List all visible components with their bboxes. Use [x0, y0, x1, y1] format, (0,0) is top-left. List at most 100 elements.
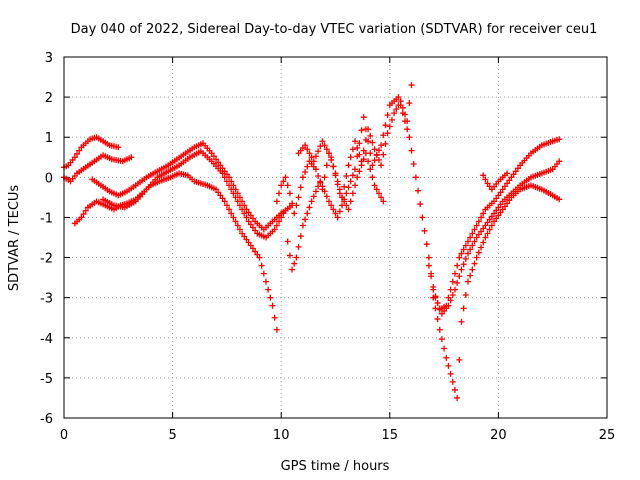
data-point — [245, 209, 252, 216]
y-tick-label: 0 — [45, 171, 53, 186]
data-point — [319, 183, 326, 190]
series-track-l — [480, 170, 511, 193]
series-track-b — [61, 152, 135, 185]
data-point — [430, 283, 437, 290]
data-point — [495, 212, 502, 219]
data-point — [299, 222, 306, 229]
data-point — [499, 206, 506, 213]
data-point — [247, 212, 254, 219]
data-point — [434, 316, 441, 323]
data-point — [325, 150, 332, 157]
data-point — [493, 207, 500, 214]
data-point — [384, 130, 391, 137]
data-point — [249, 224, 256, 231]
data-point — [499, 186, 506, 193]
data-point — [308, 198, 315, 205]
data-point — [365, 158, 372, 165]
data-point — [328, 154, 335, 161]
data-point — [471, 226, 478, 233]
data-point — [356, 140, 363, 147]
data-point — [302, 168, 309, 175]
data-point — [456, 356, 463, 363]
data-point — [460, 261, 467, 268]
data-point — [384, 112, 391, 119]
data-point — [415, 187, 422, 194]
data-point — [258, 262, 265, 269]
data-point — [469, 242, 476, 249]
data-point — [347, 198, 354, 205]
data-point — [478, 214, 485, 221]
data-point — [217, 162, 224, 169]
data-point — [319, 138, 326, 145]
x-tick-label: 10 — [273, 428, 290, 443]
data-point — [397, 102, 404, 109]
data-point — [289, 200, 296, 207]
data-point — [369, 174, 376, 181]
data-point — [284, 238, 291, 245]
x-axis-label: GPS time / hours — [281, 459, 390, 474]
data-point — [239, 230, 246, 237]
data-point — [488, 213, 495, 220]
data-point — [245, 218, 252, 225]
data-point — [451, 286, 458, 293]
data-point — [243, 236, 250, 243]
data-point — [497, 201, 504, 208]
data-point — [352, 182, 359, 189]
data-point — [247, 221, 254, 228]
data-point — [367, 166, 374, 173]
data-point — [282, 174, 289, 181]
data-point — [497, 209, 504, 216]
data-point — [278, 214, 285, 221]
data-point — [460, 305, 467, 312]
data-point — [330, 206, 337, 213]
data-point — [495, 192, 502, 199]
data-point — [323, 193, 330, 200]
series-track-a — [61, 134, 122, 171]
data-point — [408, 147, 415, 154]
data-point — [417, 201, 424, 208]
data-point — [226, 182, 233, 189]
data-point — [447, 297, 454, 304]
data-point — [345, 184, 352, 191]
data-point — [289, 266, 296, 273]
data-point — [323, 162, 330, 169]
data-point — [464, 250, 471, 257]
data-point — [399, 110, 406, 117]
data-point — [475, 218, 482, 225]
data-point — [223, 171, 230, 178]
data-point — [371, 157, 378, 164]
data-point — [330, 163, 337, 170]
data-point — [451, 270, 458, 277]
data-point — [293, 202, 300, 209]
data-point — [343, 202, 350, 209]
data-point — [260, 270, 267, 277]
data-point — [80, 211, 87, 218]
data-point — [280, 178, 287, 185]
chart-title: Day 040 of 2022, Sidereal Day-to-day VTE… — [71, 22, 598, 37]
data-point — [378, 194, 385, 201]
data-point — [219, 170, 226, 177]
data-point — [332, 172, 339, 179]
data-point — [410, 160, 417, 167]
data-point — [456, 254, 463, 261]
data-point — [271, 314, 278, 321]
data-point — [462, 242, 469, 249]
data-point — [256, 254, 263, 261]
data-point — [469, 266, 476, 273]
data-point — [76, 147, 83, 154]
data-point — [478, 244, 485, 251]
data-point — [236, 226, 243, 233]
data-point — [486, 216, 493, 223]
data-point — [210, 153, 217, 160]
data-point — [243, 214, 250, 221]
data-point — [273, 198, 280, 205]
data-point — [284, 182, 291, 189]
data-point — [336, 190, 343, 197]
y-tick-label: -6 — [40, 412, 53, 427]
data-point — [375, 190, 382, 197]
data-point — [312, 188, 319, 195]
series-track-e — [100, 148, 287, 241]
data-point — [315, 148, 322, 155]
y-tick-label: 2 — [45, 91, 53, 106]
